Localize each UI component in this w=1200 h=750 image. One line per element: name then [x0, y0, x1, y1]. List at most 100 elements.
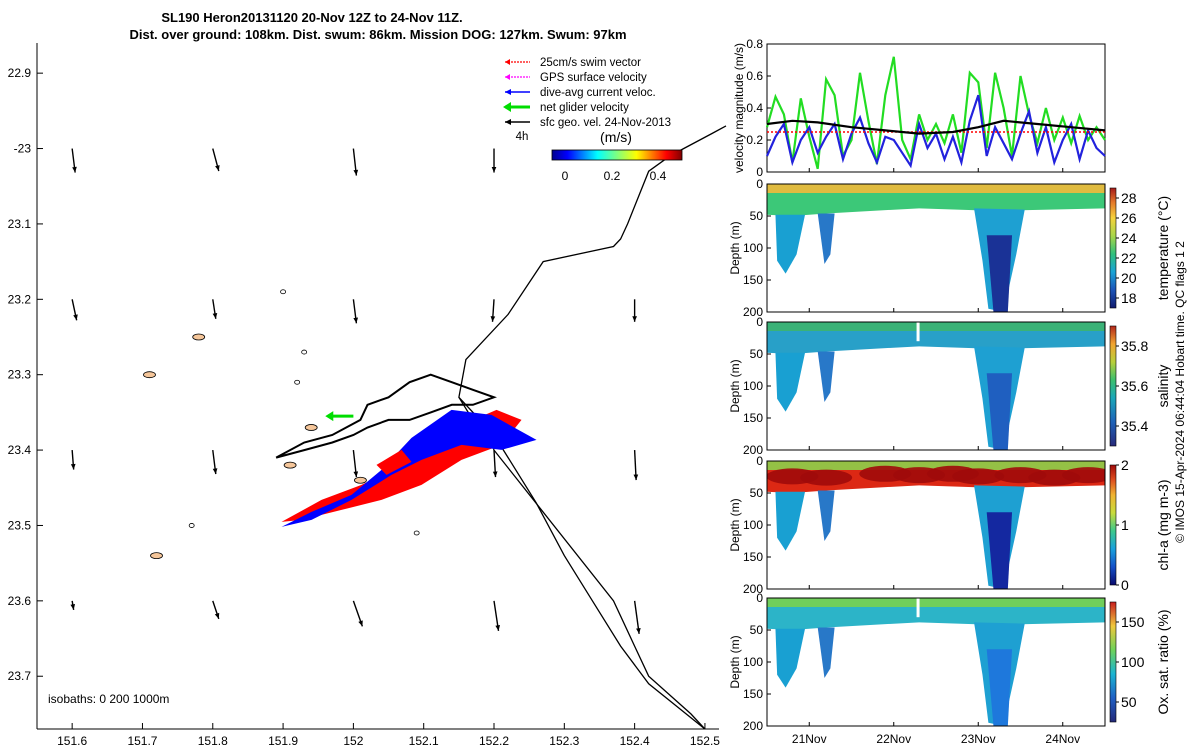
geo-velocity-arrowhead [212, 312, 218, 319]
reef-island [301, 349, 308, 355]
depth-tick-label: 0 [756, 177, 763, 191]
geo-velocity-arrowhead [495, 625, 501, 631]
reef-island [143, 371, 156, 379]
section-gap [916, 322, 920, 342]
colorbar-tick-label: 28 [1121, 190, 1137, 206]
glider-track [275, 373, 497, 459]
legend-item-dive-avg: dive-avg current veloc. [505, 87, 656, 99]
depth-tick-label: 200 [743, 719, 763, 733]
time-tick-label: 24Nov [1045, 732, 1080, 746]
map-x-tick-label: 152.4 [620, 734, 650, 748]
depth-tick-label: 100 [743, 379, 763, 393]
section-feature-west2 [817, 213, 835, 264]
section-feature-west [775, 491, 806, 551]
map-y-tick-label: 23.5 [8, 518, 32, 532]
map-colorbar-tick-2: 0.4 [650, 169, 667, 183]
legend-item-gps: GPS surface velocity [505, 72, 647, 84]
legend-item-swim: 25cm/s swim vector [505, 57, 641, 69]
section-feature-west2 [817, 490, 835, 541]
geo-velocity-arrowhead [70, 604, 76, 610]
section-feature-deep [986, 649, 1013, 726]
depth-tick-label: 50 [750, 347, 764, 361]
section-colorbar [1109, 325, 1117, 447]
reef-island [283, 461, 297, 469]
reef-island [354, 476, 367, 484]
map-colorbar-tick-0: 0 [562, 169, 569, 183]
depth-tick-label: 100 [743, 241, 763, 255]
legend-label-sfc-geo: sfc geo. vel. 24-Nov-2013 [540, 117, 671, 129]
map-x-tick-label: 152.5 [690, 734, 720, 748]
map-x-tick-label: 151.7 [127, 734, 157, 748]
colorbar-tick-label: 1 [1121, 517, 1129, 533]
depth-tick-label: 50 [750, 486, 764, 500]
swim-vector-patch-top [376, 449, 412, 475]
geo-velocity-arrowhead [72, 166, 77, 173]
geo-velocity-arrowhead [492, 471, 498, 478]
map-y-tick-label: 23.2 [8, 292, 32, 306]
colorbar-tick-label: 35.8 [1121, 338, 1148, 354]
legend-item-sfc-geo: sfc geo. vel. 24-Nov-2013 [505, 117, 671, 129]
geo-velocity-arrowhead [636, 628, 641, 634]
geo-velocity-arrowhead [70, 463, 76, 470]
geo-velocity-arrowhead [73, 314, 78, 321]
section-colorbar [1109, 601, 1117, 723]
velocity-y-tick-label: 0 [756, 165, 763, 179]
section-ylabel: Depth (m) [728, 498, 742, 551]
legend-label-swim: 25cm/s swim vector [540, 57, 641, 69]
chl-max-patch [952, 468, 1005, 485]
reef-island [188, 523, 195, 528]
depth-tick-label: 50 [750, 623, 764, 637]
colorbar-tick-label: 18 [1121, 290, 1137, 306]
section-colorbar-label: Ox. sat. ratio (%) [1155, 609, 1171, 714]
depth-tick-label: 0 [756, 454, 763, 468]
depth-tick-label: 100 [743, 655, 763, 669]
reef-island [294, 379, 301, 385]
colorbar-tick-label: 22 [1121, 250, 1137, 266]
chl-max-patch [1062, 467, 1105, 484]
chl-max-patch [800, 469, 853, 486]
depth-tick-label: 200 [743, 305, 763, 319]
geo-velocity-arrowhead [212, 468, 218, 475]
section-colorbar-label: temperature (°C) [1155, 196, 1171, 300]
reef-island [304, 424, 318, 431]
depth-tick-label: 200 [743, 443, 763, 457]
section-gap [916, 598, 920, 618]
map-background [37, 43, 719, 729]
map-colorbar-tick-1: 0.2 [604, 169, 621, 183]
geo-velocity-arrowhead [214, 612, 220, 619]
section-feature-west2 [817, 351, 835, 402]
legend-label-net: net glider velocity [540, 102, 629, 114]
time-axis-ticks: 21Nov 22Nov 23Nov 24Nov [792, 168, 1080, 746]
legend-label-dive-avg: dive-avg current veloc. [540, 87, 656, 99]
colorbar-tick-label: 50 [1121, 694, 1137, 710]
section-temperature: 0 50 100 150 200 Depth (m) 18 20 22 24 26 28 tempera… [728, 177, 1171, 319]
section-ylabel: Depth (m) [728, 359, 742, 412]
footer-note: © IMOS 15-Apr-2024 06:44:04 Hobart time.… [1173, 241, 1187, 543]
map-x-tick-label: 152.3 [549, 734, 579, 748]
map-colorbar-unit: (m/s) [600, 129, 632, 145]
map-legend: 25cm/s swim vector GPS surface velocity … [503, 57, 671, 129]
map-x-tick-label: 152.2 [479, 734, 509, 748]
legend-item-net: net glider velocity [503, 102, 629, 114]
depth-tick-label: 0 [756, 315, 763, 329]
section-feature-west [775, 214, 806, 274]
map-y-tick-label: 23.6 [8, 594, 32, 608]
section-chla: 0 50 100 150 200 Depth (m) 0 1 2 chl-a (mg m-3) [728, 454, 1171, 596]
geo-velocity-arrowhead [353, 317, 359, 324]
map-x-tick-label: 151.8 [198, 734, 228, 748]
geo-velocity-vector [633, 600, 640, 634]
time-tick-label: 22Nov [876, 732, 911, 746]
section-feature-west [775, 352, 806, 412]
geo-velocity-arrowhead [491, 167, 497, 173]
velocity-y-tick-label: 0.2 [746, 133, 763, 147]
section-colorbar-label: salinity [1155, 365, 1171, 408]
map-y-tick-label: -23 [14, 142, 32, 156]
map-y-tick-label: 23.1 [8, 217, 32, 231]
section-field [767, 598, 1105, 726]
section-salinity: 0 50 100 150 200 Depth (m) 35.4 35.6 35.8 salinit… [728, 315, 1171, 457]
map-colorbar-bar [551, 149, 683, 161]
velocity-series-line [765, 56, 1106, 170]
map-y-tick-label: 23.3 [8, 368, 32, 382]
map-y-tick-label: 22.9 [8, 66, 32, 80]
